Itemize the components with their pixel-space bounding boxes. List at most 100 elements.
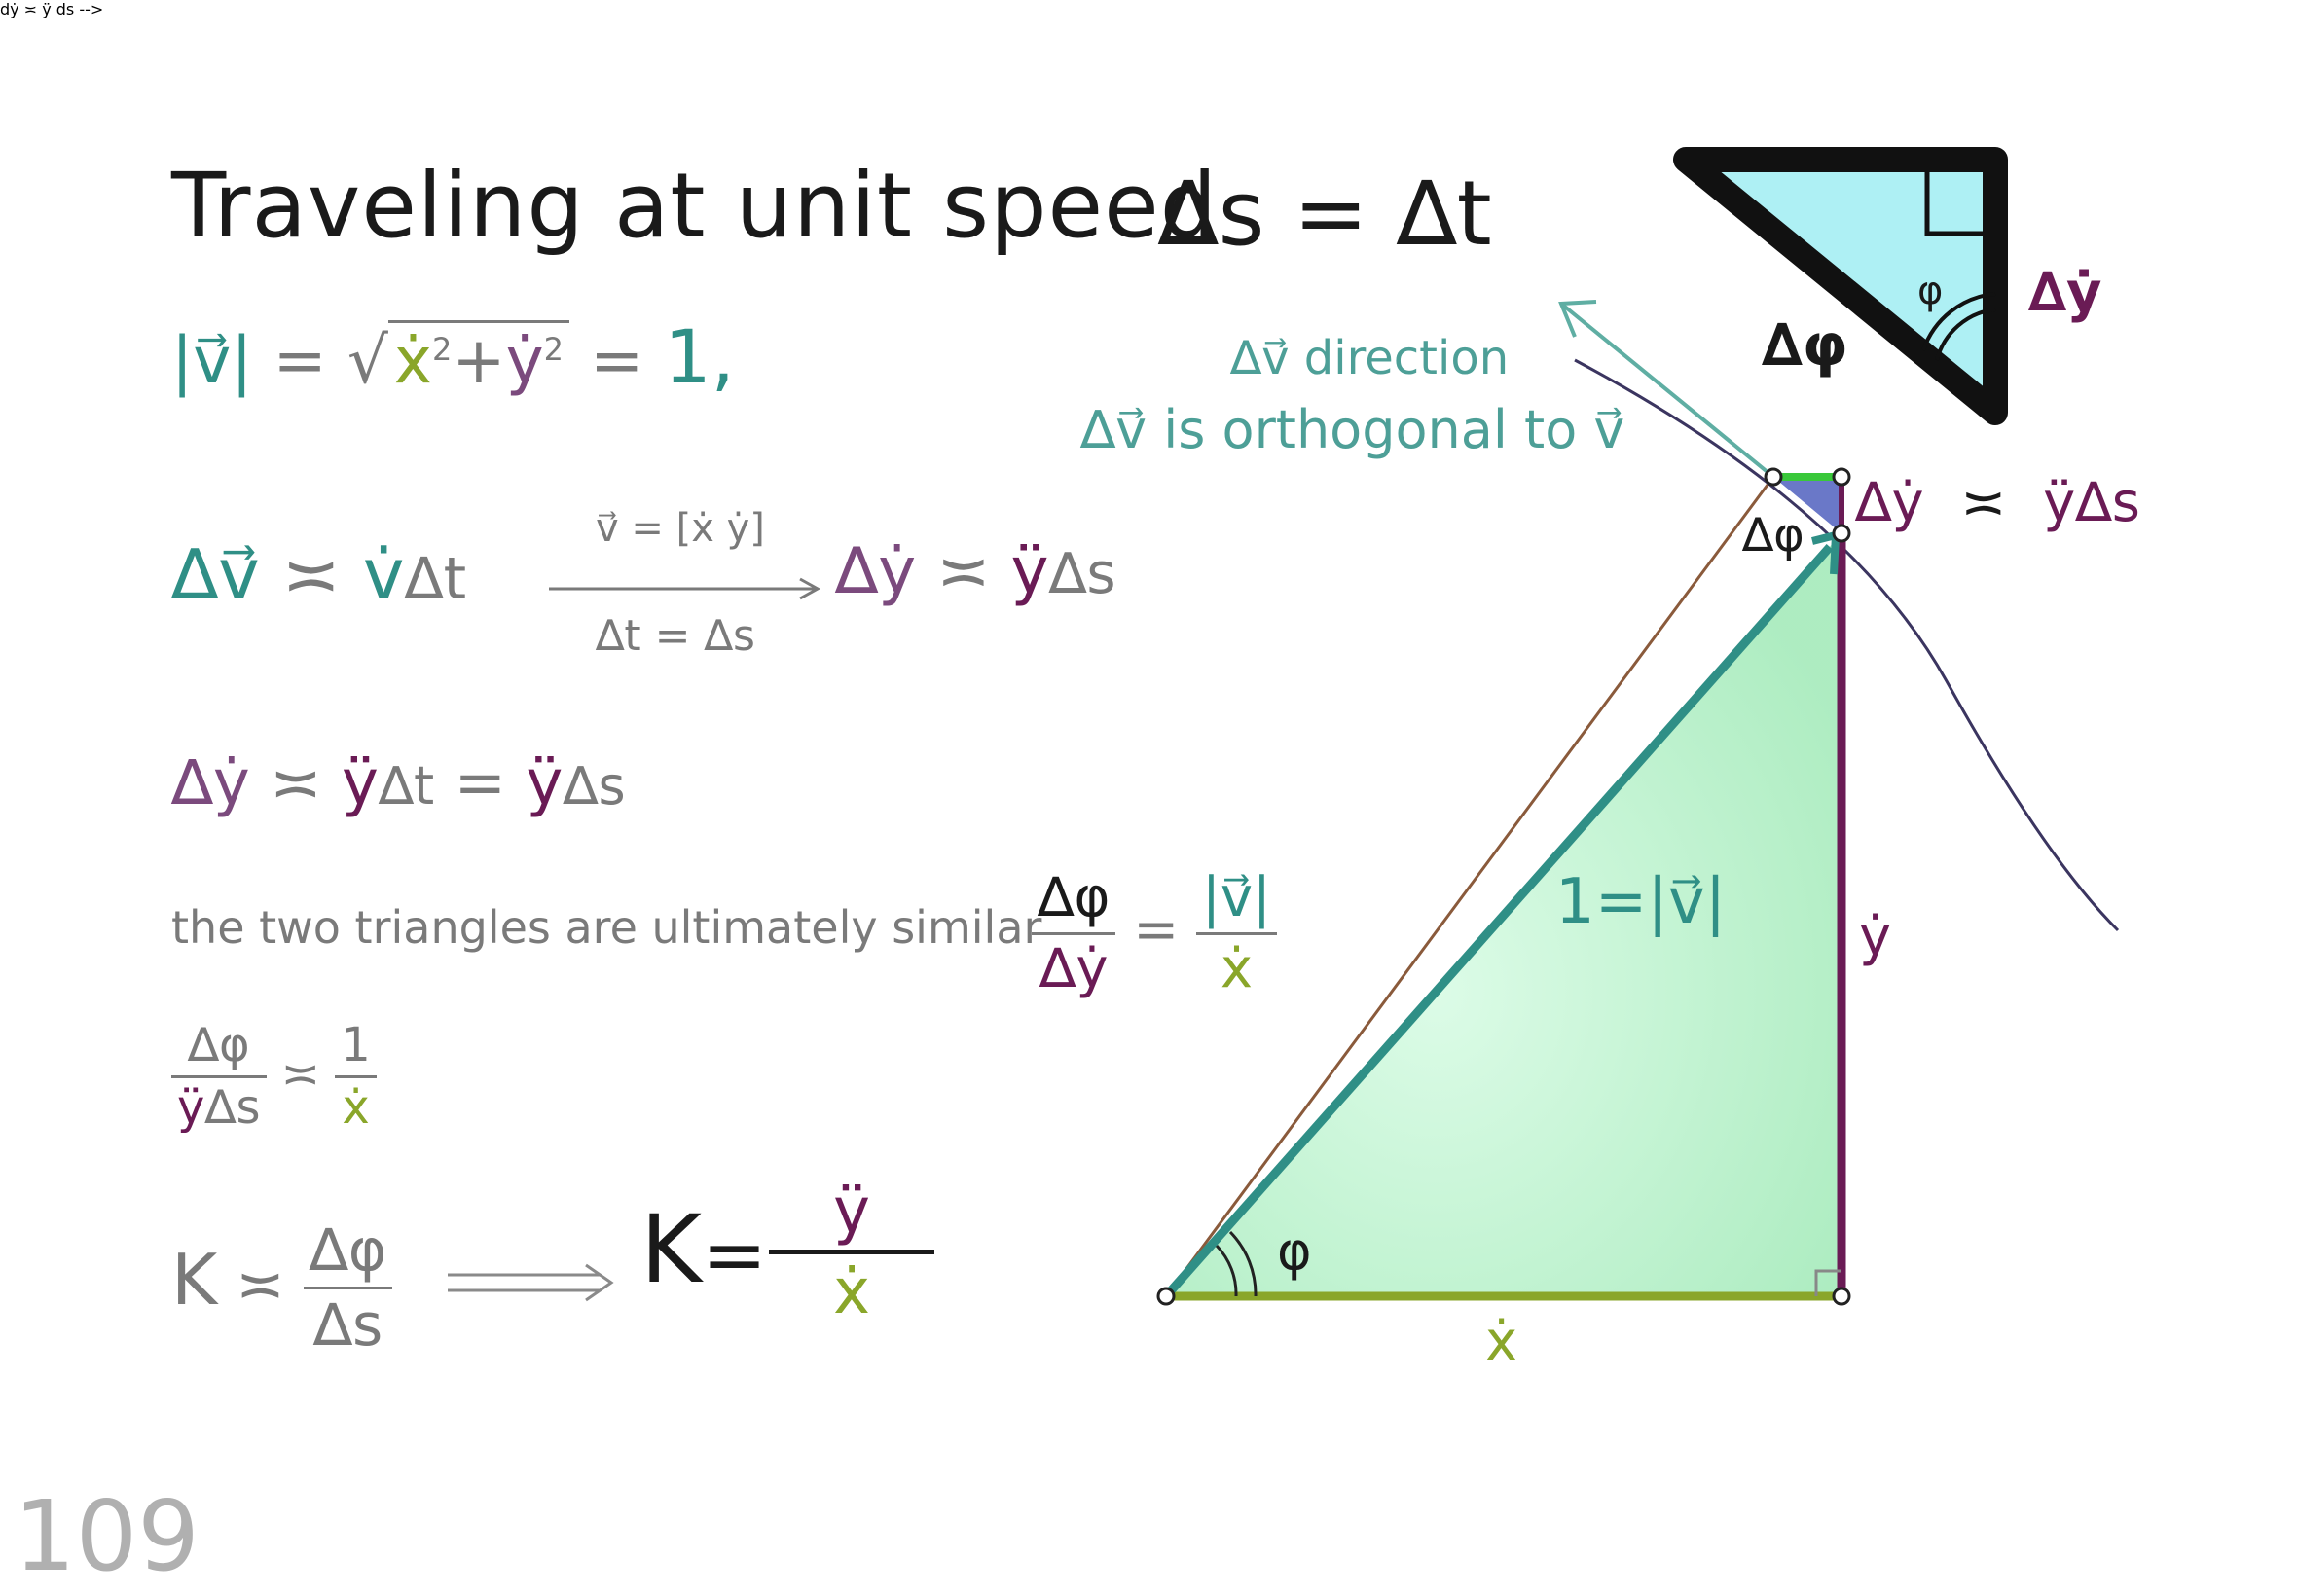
inset-right-angle <box>1924 160 1995 236</box>
dv-equation: ∆v⃗ ≍ v̇∆t <box>171 533 466 615</box>
similar-bar-left <box>1032 931 1116 935</box>
inset-dy-label: ∆ẏ <box>2028 261 2102 324</box>
ratio-den-s: ∆s <box>204 1079 261 1135</box>
small-dy-asym: ≍ <box>1960 471 2007 534</box>
phi-label: φ <box>1277 1220 1312 1282</box>
dv-direction-label: ∆v⃗ direction <box>1230 331 1510 385</box>
sqrt-sign: √ <box>346 323 388 398</box>
dv-arrow <box>549 577 821 600</box>
inset-arc-1 <box>1935 308 1996 361</box>
kappa-den2: ẋ <box>833 1256 870 1329</box>
inset-dphi-label: ∆φ <box>1762 311 1848 380</box>
dv-ds: ∆s <box>1048 540 1116 606</box>
speed-lhs: |v⃗| <box>171 323 253 398</box>
dv-lhs: ∆v⃗ <box>171 533 260 615</box>
dy-equation: ∆ẏ ≍ ÿ∆t = ÿ∆s <box>171 747 626 819</box>
dy-eq: = <box>454 747 507 819</box>
kappa-k2: K <box>640 1195 702 1304</box>
orthogonal-label: ∆v⃗ is orthogonal to v⃗ <box>1080 399 1625 460</box>
brown-chord <box>1164 476 1775 1297</box>
speed-rhs: 1, <box>664 313 735 400</box>
ratio-asym: ≍ <box>280 1046 321 1102</box>
vertex-origin <box>1156 1287 1176 1306</box>
small-ydd-ds: ÿ∆s <box>2043 471 2140 534</box>
kappa-frac: ∆φ ∆s <box>303 1216 393 1360</box>
ds-equals-dt: ∆s = ∆t <box>1158 162 1492 266</box>
vertex-right <box>1832 1287 1851 1306</box>
small-dy-label: ∆ẏ <box>1855 471 1924 534</box>
kappa-bar <box>303 1287 393 1289</box>
kappa-eq: = <box>701 1210 767 1300</box>
similar-den-left: ∆ẏ <box>1039 936 1109 1000</box>
kappa-asym: ≍ <box>236 1251 285 1320</box>
kappa-result-frac: ÿ ẋ <box>769 1178 934 1327</box>
right-angle-marker <box>1814 1269 1841 1296</box>
inset-triangle <box>1673 147 2008 425</box>
dy-ydd1: ÿ <box>342 747 379 819</box>
ratio-equation: ∆φ ÿ∆s ≍ 1 ẋ <box>171 1020 377 1134</box>
vertex-small-right <box>1832 467 1851 487</box>
small-triangle-fill <box>1773 477 1841 533</box>
similar-frac-right: |v⃗| ẋ <box>1195 866 1277 1000</box>
similar-num-right: |v⃗| <box>1201 866 1271 929</box>
small-dy-relation: ∆ẏ ≍ ÿ∆s <box>1855 471 2140 534</box>
dv-direction-head <box>1558 300 1597 338</box>
dv-dt: ∆t <box>404 545 467 613</box>
kappa-result: K= <box>640 1195 767 1304</box>
dv-asym2: ≍ <box>936 533 991 608</box>
sqrt-y: ẏ <box>505 323 544 398</box>
kappa-frac2: ÿ ẋ <box>769 1178 934 1327</box>
sqrt-x: ẋ <box>393 323 432 398</box>
similar-den-right: ẋ <box>1220 936 1253 1000</box>
dv-arrow-top: v⃗ = [ẋ ẏ] <box>596 506 765 551</box>
vertex-top <box>1832 524 1851 543</box>
hypotenuse-label: 1=|v⃗| <box>1555 866 1727 938</box>
dy-ds: ∆s <box>563 755 626 816</box>
dy-lhs: ∆ẏ <box>171 747 250 819</box>
dy-ydd2: ÿ <box>526 747 564 819</box>
similar-frac-left: ∆φ ∆ẏ <box>1032 866 1116 1000</box>
ydot-label: ẏ <box>1859 905 1892 968</box>
dy-dt: ∆t <box>378 755 435 816</box>
page-title: Traveling at unit speed <box>171 154 1219 258</box>
ratio-frac-left: ∆φ ÿ∆s <box>171 1020 267 1134</box>
dv-arrow-bottom: ∆t = ∆s <box>596 611 755 661</box>
ratio-bar-left <box>171 1074 267 1078</box>
ratio-bar-right <box>335 1074 377 1078</box>
velocity-hypotenuse <box>1162 544 1834 1299</box>
kappa-bar2 <box>769 1250 934 1255</box>
similar-eq: = <box>1133 898 1180 962</box>
small-dphi-label: ∆φ <box>1742 508 1805 562</box>
speed-equation: |v⃗| = √ẋ2+ẏ2 = 1, <box>171 313 735 400</box>
ratio-frac-right: 1 ẋ <box>335 1020 377 1134</box>
ratio-num-left: ∆φ <box>187 1018 250 1072</box>
kappa-den: ∆s <box>312 1291 383 1360</box>
dv-vdot: v̇ <box>362 533 405 615</box>
ratio-den-y: ÿ <box>177 1079 205 1135</box>
xdot-label: ẋ <box>1485 1310 1518 1373</box>
kappa-implies-arrow <box>448 1263 614 1302</box>
ratio-num-right: 1 <box>341 1018 371 1072</box>
dy-result: ∆ẏ ≍ ÿ∆s <box>835 533 1116 608</box>
vertex-chord-top <box>1764 467 1783 487</box>
dv-direction-line <box>1559 302 1775 479</box>
inset-phi-label: φ <box>1917 269 1944 313</box>
similar-bar-right <box>1195 931 1277 935</box>
kappa-num: ∆φ <box>309 1216 387 1285</box>
dy-asym: ≍ <box>270 747 322 819</box>
similar-text: the two triangles are ultimately similar <box>171 901 1042 954</box>
similar-num-left: ∆φ <box>1038 866 1111 929</box>
sqrt-radicand: ẋ2+ẏ2 <box>387 320 570 398</box>
ratio-den-right: ẋ <box>342 1079 370 1135</box>
dv-asym: ≍ <box>281 533 341 615</box>
inset-arc-2 <box>1921 292 1996 351</box>
page-number: 109 <box>14 1479 200 1593</box>
phi-arc-1 <box>1215 1244 1238 1297</box>
kappa-num2: ÿ <box>833 1176 870 1248</box>
kappa-k: K <box>171 1239 218 1322</box>
speed-eq2: = <box>590 323 644 398</box>
speed-eq1: = <box>273 323 327 398</box>
kappa-approx: K ≍ ∆φ ∆s <box>171 1216 393 1360</box>
phi-arc-2 <box>1228 1230 1258 1297</box>
